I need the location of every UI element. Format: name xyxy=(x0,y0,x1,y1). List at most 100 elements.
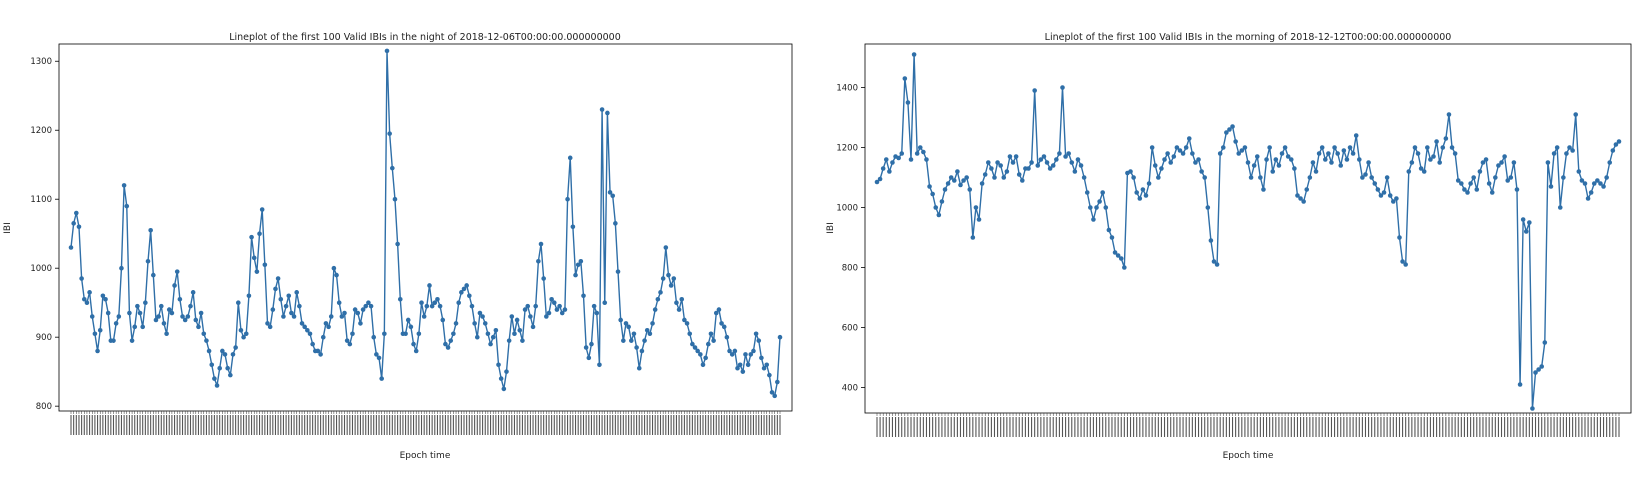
data-point xyxy=(1511,160,1517,165)
data-point xyxy=(1069,160,1075,165)
data-point xyxy=(684,321,690,326)
data-point xyxy=(1112,250,1118,255)
data-point xyxy=(1186,136,1192,141)
data-point xyxy=(87,290,92,295)
data-point xyxy=(230,352,236,357)
data-point xyxy=(1214,262,1220,267)
data-point xyxy=(1542,340,1548,345)
data-point xyxy=(119,265,124,271)
data-point xyxy=(1335,151,1340,156)
data-point xyxy=(384,48,390,54)
data-point xyxy=(1035,163,1041,168)
data-point xyxy=(440,317,446,323)
data-point xyxy=(607,190,613,195)
data-point xyxy=(127,310,132,316)
data-point xyxy=(145,259,151,264)
data-point xyxy=(355,310,361,316)
data-point xyxy=(212,376,217,381)
data-point xyxy=(504,369,509,374)
data-point xyxy=(228,372,233,378)
data-point xyxy=(902,76,908,81)
data-point xyxy=(1146,181,1152,186)
data-point xyxy=(695,348,700,354)
data-point xyxy=(597,362,602,368)
data-point xyxy=(562,307,568,312)
data-point xyxy=(408,324,414,330)
data-point xyxy=(469,303,475,309)
data-point xyxy=(1387,193,1393,198)
data-point xyxy=(76,224,82,230)
y-tick-label: 1400 xyxy=(836,84,858,94)
data-point xyxy=(557,303,562,309)
data-point xyxy=(674,300,679,305)
data-point xyxy=(1054,157,1059,162)
data-point xyxy=(751,348,756,354)
data-point xyxy=(352,307,358,312)
data-point xyxy=(196,324,201,330)
data-point xyxy=(480,314,485,319)
data-point xyxy=(137,310,143,316)
data-point xyxy=(650,321,655,326)
data-point xyxy=(1477,169,1483,174)
data-point xyxy=(1338,163,1344,168)
data-point xyxy=(626,324,631,330)
data-point xyxy=(1143,193,1149,198)
data-point xyxy=(899,151,905,156)
data-point xyxy=(1075,157,1081,162)
data-point xyxy=(79,276,84,281)
data-point xyxy=(719,321,724,326)
data-point xyxy=(1288,157,1294,162)
data-point xyxy=(1428,157,1433,162)
data-point xyxy=(1091,217,1096,222)
data-point xyxy=(445,345,451,350)
data-point xyxy=(1152,163,1158,168)
data-point xyxy=(666,272,671,278)
data-point xyxy=(1236,151,1242,156)
data-point xyxy=(1341,148,1347,153)
data-point xyxy=(1363,172,1368,177)
data-point xyxy=(716,307,722,312)
data-point xyxy=(427,283,432,288)
data-point xyxy=(914,151,920,156)
data-point xyxy=(1440,145,1446,150)
data-point xyxy=(397,296,403,302)
data-point xyxy=(1452,151,1458,156)
data-point xyxy=(1570,148,1575,153)
data-point xyxy=(1273,157,1279,162)
data-point xyxy=(525,303,531,309)
data-point xyxy=(1211,259,1217,264)
data-point xyxy=(1449,145,1455,150)
data-point xyxy=(1159,166,1164,171)
data-point xyxy=(613,221,618,226)
data-point xyxy=(424,303,430,309)
data-point xyxy=(986,160,991,165)
data-point xyxy=(395,241,400,247)
data-point xyxy=(1533,370,1538,375)
data-point xyxy=(1381,190,1387,195)
data-point xyxy=(435,296,440,302)
data-point xyxy=(1196,157,1201,162)
y-ticks-morning: 400 600 800 1000 1200 1400 xyxy=(836,84,865,394)
data-point xyxy=(1610,148,1616,153)
data-point xyxy=(1162,157,1167,162)
data-point xyxy=(1298,196,1303,201)
data-point xyxy=(1545,160,1551,165)
data-point xyxy=(1118,256,1124,261)
data-point xyxy=(591,303,597,309)
data-point xyxy=(933,205,939,210)
data-point xyxy=(1149,145,1155,150)
data-point xyxy=(1412,145,1418,150)
data-point xyxy=(135,303,140,309)
data-point xyxy=(642,338,647,343)
data-point xyxy=(942,187,948,192)
data-point xyxy=(376,355,382,361)
data-point xyxy=(81,296,87,302)
data-point xyxy=(740,369,746,374)
data-point xyxy=(549,296,554,302)
data-point xyxy=(911,52,917,57)
data-point xyxy=(368,303,374,309)
data-point xyxy=(1616,139,1622,144)
y-tick-label: 1200 xyxy=(836,144,858,154)
plot-frame-night xyxy=(58,43,793,412)
data-point xyxy=(1607,160,1613,165)
